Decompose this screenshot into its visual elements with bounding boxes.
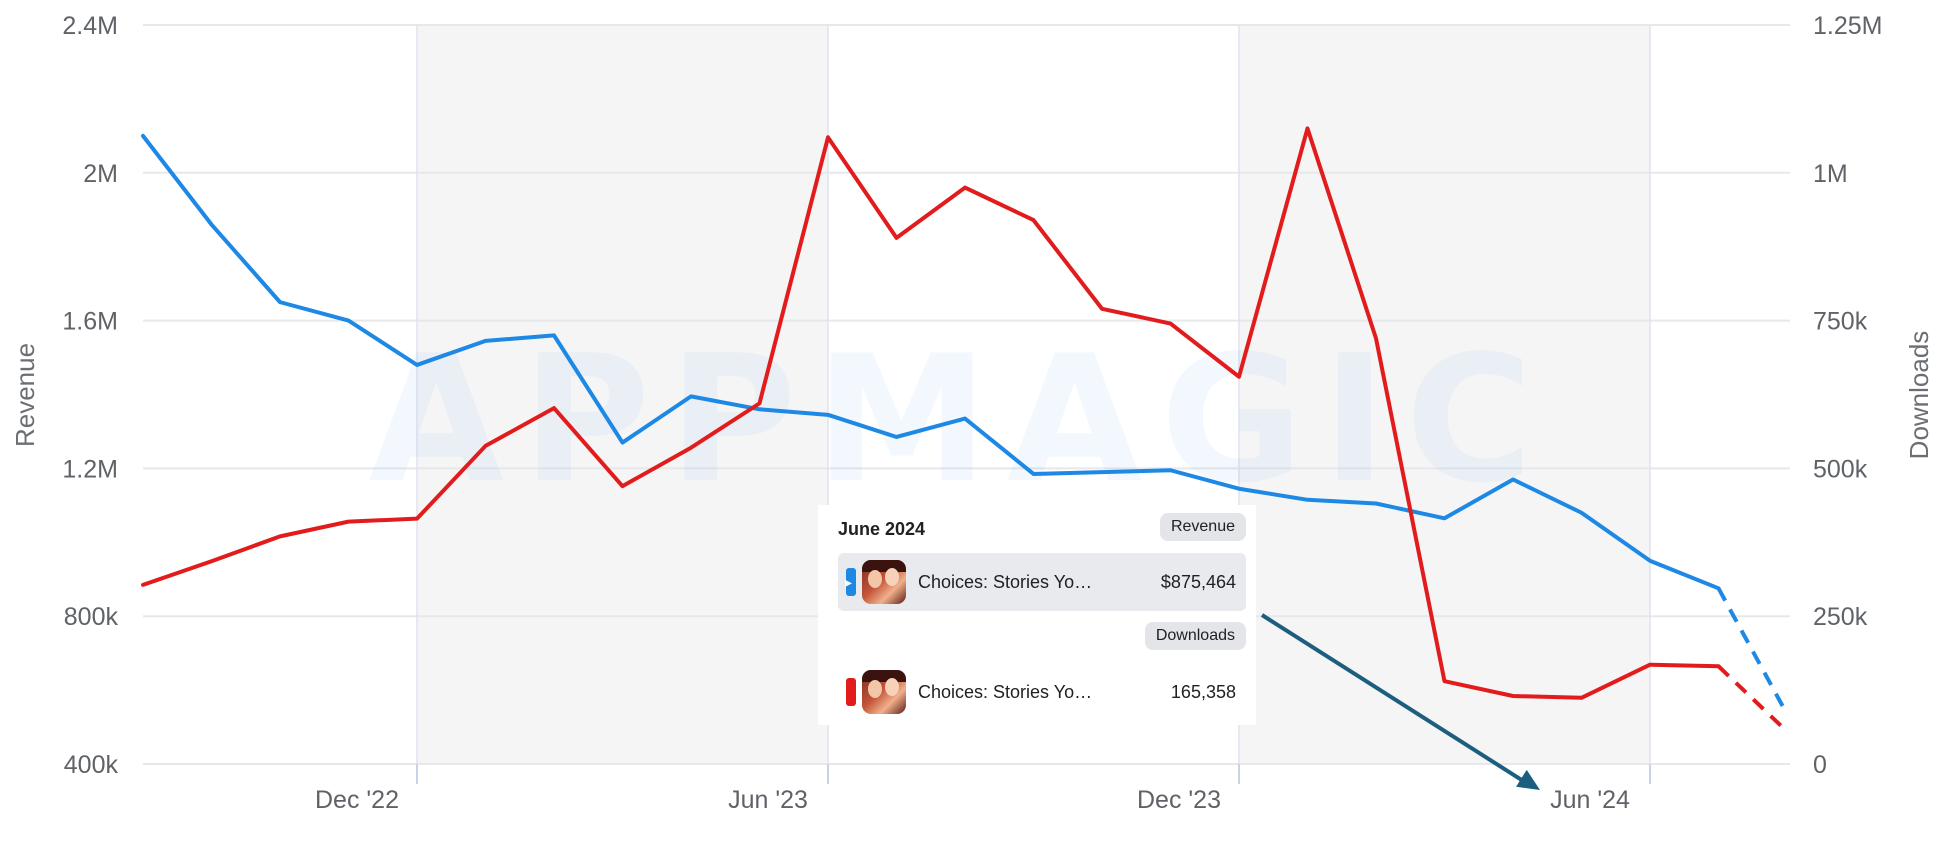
y-right-tick-label: 0 [1813, 751, 1827, 779]
annotation-arrow [1260, 613, 1530, 786]
series-projection-downloads [1717, 664, 1789, 733]
revenue-badge: Revenue [1159, 513, 1246, 541]
tooltip: June 2024 Revenue ▸ Choices: Stories Yo…… [818, 505, 1256, 725]
y-left-tick-label: 400k [64, 751, 119, 779]
chevron-right-icon: ▸ [845, 574, 853, 590]
shaded-band [417, 25, 828, 764]
x-tick-label: Jun '23 [728, 786, 808, 814]
tooltip-title: June 2024 [838, 519, 926, 539]
app-icon [862, 560, 906, 604]
y-left-axis-title: Revenue [10, 343, 40, 447]
tooltip-row-revenue[interactable]: ▸ Choices: Stories Yo… $875,464 [838, 553, 1246, 611]
tooltip-row-downloads[interactable]: Choices: Stories Yo… 165,358 [838, 663, 1246, 721]
revenue-value: $875,464 [1160, 571, 1236, 592]
y-right-tick-label: 1M [1813, 160, 1848, 188]
y-left-tick-label: 1.2M [62, 455, 118, 483]
app-name: Choices: Stories Yo… [918, 681, 1093, 702]
series-projection-revenue [1716, 587, 1789, 716]
y-right-tick-label: 500k [1813, 455, 1868, 483]
downloads-swatch [846, 678, 856, 706]
downloads-badge: Downloads [1144, 622, 1246, 650]
x-tick-label: Dec '23 [1137, 786, 1221, 814]
series-line-downloads [141, 126, 1721, 700]
annotation-arrowhead [1516, 769, 1540, 790]
x-tick-label: Jun '24 [1550, 786, 1630, 814]
x-tick-label: Dec '22 [315, 786, 399, 814]
y-right-axis-title: Downloads [1904, 331, 1934, 460]
app-icon [862, 670, 906, 714]
downloads-value: 165,358 [1170, 681, 1236, 702]
y-right-tick-label: 750k [1813, 308, 1868, 336]
series-line-revenue [141, 133, 1721, 591]
y-right-tick-label: 1.25M [1813, 12, 1882, 40]
y-left-tick-label: 1.6M [62, 308, 118, 336]
revenue-swatch: ▸ [845, 568, 856, 596]
y-left-tick-label: 800k [64, 603, 119, 631]
y-left-tick-label: 2.4M [62, 12, 118, 40]
app-name: Choices: Stories Yo… [918, 571, 1093, 592]
y-left-tick-label: 2M [83, 160, 118, 188]
shaded-band [1239, 25, 1650, 764]
y-right-tick-label: 250k [1813, 603, 1868, 631]
